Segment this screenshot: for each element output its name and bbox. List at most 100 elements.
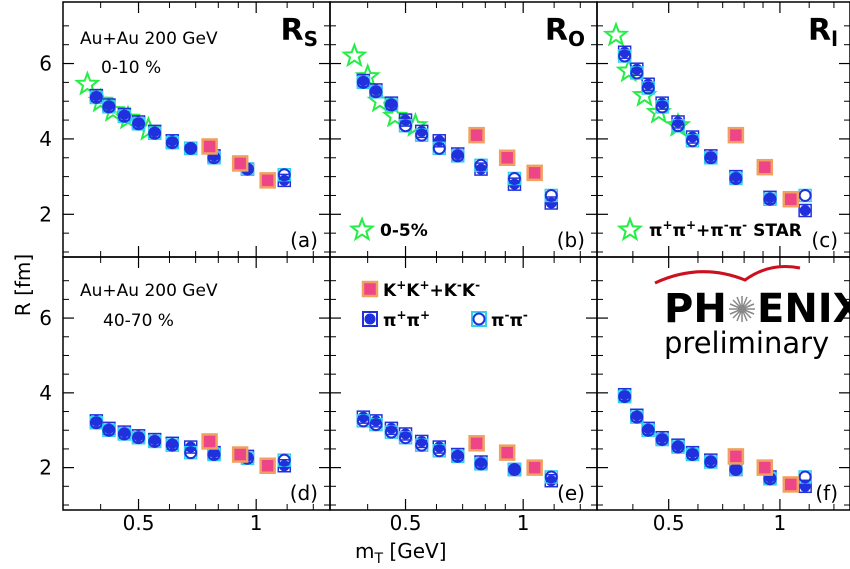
piminus-point [729, 172, 743, 185]
panel-title-b: RO [545, 13, 585, 51]
y-tick-label-a: 4 [39, 127, 52, 151]
panel-letter-c: (c) [811, 228, 838, 252]
piminus-point [432, 444, 446, 458]
legend-piplus-box [362, 311, 378, 327]
kaon-point [201, 433, 218, 450]
kaon-point [468, 126, 485, 144]
x-tick-label-f: 0.5 [653, 511, 685, 535]
star-point [602, 21, 630, 47]
y-tick-label-d: 6 [39, 306, 52, 330]
piminus-point [415, 128, 429, 142]
piminus-point [686, 448, 700, 462]
piminus-point [117, 427, 131, 441]
piminus-point [618, 390, 632, 404]
piminus-point [432, 141, 446, 155]
kaon-point [231, 155, 249, 172]
piminus-point [641, 423, 655, 437]
panel-letter-d: (d) [290, 481, 318, 505]
x-axis-title-sub: T [373, 551, 383, 567]
piminus-point [630, 410, 644, 424]
panel-letter-e: (e) [557, 481, 585, 505]
piminus-point [89, 416, 103, 430]
marks-e [356, 410, 559, 488]
piminus-point [686, 134, 700, 148]
piminus-point [165, 136, 179, 150]
piplus-box [432, 134, 447, 148]
kaon-point [727, 448, 745, 465]
y-tick-label-a: 6 [39, 52, 52, 76]
piminus-point [798, 188, 812, 202]
piminus-point [641, 81, 655, 95]
legend-piminus-box [471, 311, 487, 327]
piminus-point [399, 119, 413, 133]
panel-title-a: RS [280, 13, 318, 51]
panel-b: RO (b) [329, 1, 598, 258]
piminus-point [102, 100, 116, 114]
legend-star-c: π+π++π-π- STAR [616, 216, 802, 242]
marks-layer [74, 21, 812, 494]
logo-text-preliminary: preliminary [664, 326, 829, 360]
piminus-point [507, 172, 521, 185]
piminus-point [399, 431, 413, 445]
marks-b [341, 42, 559, 210]
kaon-point [526, 164, 543, 182]
logo-text-ph: PH [664, 286, 727, 332]
star-point [381, 102, 409, 128]
kaon-point [468, 435, 485, 452]
x-tick-label-d: 0.5 [123, 511, 155, 535]
panel-d: 0.5 1 2 4 6 (d) [39, 256, 331, 535]
y-tick-label-d: 4 [39, 381, 52, 405]
legend-piminus-marker [472, 312, 486, 326]
legend-kaon-marker [361, 280, 379, 298]
legend-star-c-label: π+π++π-π- STAR [649, 218, 802, 241]
y-tick-label-a: 2 [39, 202, 52, 226]
kaon-point [201, 138, 218, 155]
piplus-box [544, 196, 559, 210]
marks-f [617, 387, 812, 494]
note-bottom-line1: Au+Au 200 GeV [80, 281, 218, 301]
piminus-point [277, 453, 291, 467]
piminus-point [148, 434, 162, 448]
piminus-point [671, 119, 685, 133]
piminus-point [618, 49, 632, 63]
piplus-box [798, 479, 812, 494]
piminus-point [544, 470, 558, 484]
piplus-box [798, 203, 812, 218]
x-tick-label-f: 1 [774, 511, 787, 535]
piminus-point [474, 457, 488, 471]
panel-frame-f [596, 256, 850, 511]
marks-c [602, 21, 812, 218]
kaon-point [727, 126, 745, 144]
legend-kaon-label: K+K++K-K- [383, 278, 480, 301]
piminus-point [356, 414, 370, 428]
kaon-point [259, 172, 276, 189]
y-axis-title: R [fm] [11, 254, 35, 316]
panel-letter-b: (b) [557, 228, 585, 252]
logo-text-enix: ENIX [757, 286, 850, 332]
piplus-point [508, 463, 520, 475]
piminus-point [544, 188, 558, 202]
kaon-point [756, 459, 774, 476]
piminus-point [704, 455, 718, 469]
piminus-point [763, 192, 777, 206]
piminus-point [655, 100, 669, 114]
logo-swoosh [654, 265, 801, 285]
panel-letter-a: (a) [290, 228, 318, 252]
kaon-point [756, 158, 774, 176]
note-top-line1: Au+Au 200 GeV [80, 29, 218, 49]
piminus-point [384, 425, 398, 439]
piminus-point [451, 449, 465, 463]
kaon-point [498, 444, 516, 461]
star-point [74, 70, 101, 96]
piminus-point [451, 149, 465, 163]
piminus-point [671, 440, 685, 454]
kaon-point [782, 476, 800, 493]
piminus-point [474, 158, 488, 172]
panel-c: Rl (c) [596, 1, 850, 258]
panel-f: 0.5 1 (f) [596, 256, 850, 535]
piminus-point [369, 418, 383, 432]
piminus-point [132, 431, 146, 445]
piminus-point [165, 438, 179, 452]
legend-star-b-label: 0-5% [380, 221, 428, 241]
legend-piplus-marker [364, 313, 376, 325]
